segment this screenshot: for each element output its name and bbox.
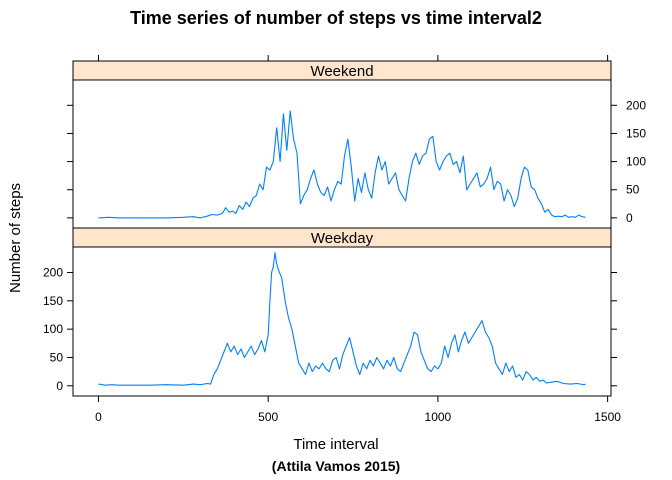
y-axis-label: Number of steps bbox=[7, 183, 24, 293]
plot-area: Weekend 0 50 100 150 200 Weekday 0 50 100 150 200 0 5… bbox=[43, 55, 646, 424]
strip-label-weekend: Weekend bbox=[310, 63, 373, 80]
panel-frame-weekday bbox=[72, 246, 612, 397]
y-tick-label-weekday: 200 bbox=[43, 265, 63, 279]
x-tick-label: 0 bbox=[95, 410, 102, 424]
chart-subtitle: (Attila Vamos 2015) bbox=[272, 458, 400, 474]
y-tick-label-weekend: 0 bbox=[626, 211, 633, 225]
y-tick-label-weekday: 50 bbox=[50, 350, 64, 364]
x-axis-label: Time interval bbox=[293, 436, 378, 453]
x-tick-label: 500 bbox=[258, 410, 278, 424]
y-tick-label-weekend: 200 bbox=[626, 98, 646, 112]
x-tick-label: 1000 bbox=[425, 410, 452, 424]
y-tick-label-weekend: 100 bbox=[626, 155, 646, 169]
y-tick-label-weekend: 150 bbox=[626, 126, 646, 140]
series-line-weekday bbox=[98, 252, 586, 386]
x-tick-label: 1500 bbox=[594, 410, 621, 424]
chart-title: Time series of number of steps vs time i… bbox=[130, 8, 542, 28]
y-tick-label-weekend: 50 bbox=[626, 183, 640, 197]
strip-label-weekday: Weekday bbox=[311, 230, 374, 247]
y-tick-label-weekday: 150 bbox=[43, 294, 63, 308]
y-tick-label-weekday: 100 bbox=[43, 322, 63, 336]
series-line-weekend bbox=[98, 110, 586, 219]
y-tick-label-weekday: 0 bbox=[56, 379, 63, 393]
panel-frame-weekend bbox=[72, 79, 612, 229]
